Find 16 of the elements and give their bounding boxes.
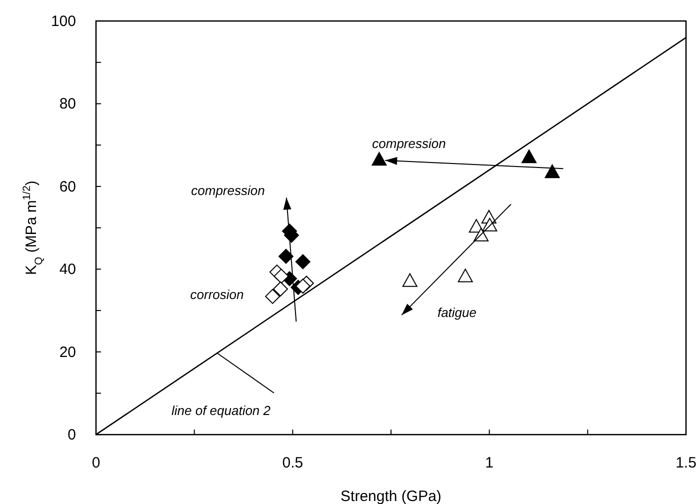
y-tick-label: 100 [50, 13, 76, 30]
x-axis-title: Strength (GPa) [340, 488, 442, 504]
annotation: line of equation 2 [171, 403, 272, 418]
x-tick-label: 1 [485, 454, 494, 472]
x-tick-label: 1.5 [676, 454, 696, 472]
annotation: fatigue [437, 305, 477, 320]
annotation: compression [191, 183, 265, 198]
y-tick-label: 0 [68, 426, 76, 444]
x-tick-label: 0 [92, 454, 100, 472]
y-tick-label: 80 [59, 96, 76, 113]
y-tick-label: 60 [59, 178, 76, 196]
x-tick-label: 0.5 [282, 454, 304, 472]
y-tick-label: 40 [59, 261, 76, 278]
annotation: compression [372, 136, 446, 151]
y-tick-label: 20 [59, 344, 76, 361]
annotation: corrosion [190, 287, 244, 302]
